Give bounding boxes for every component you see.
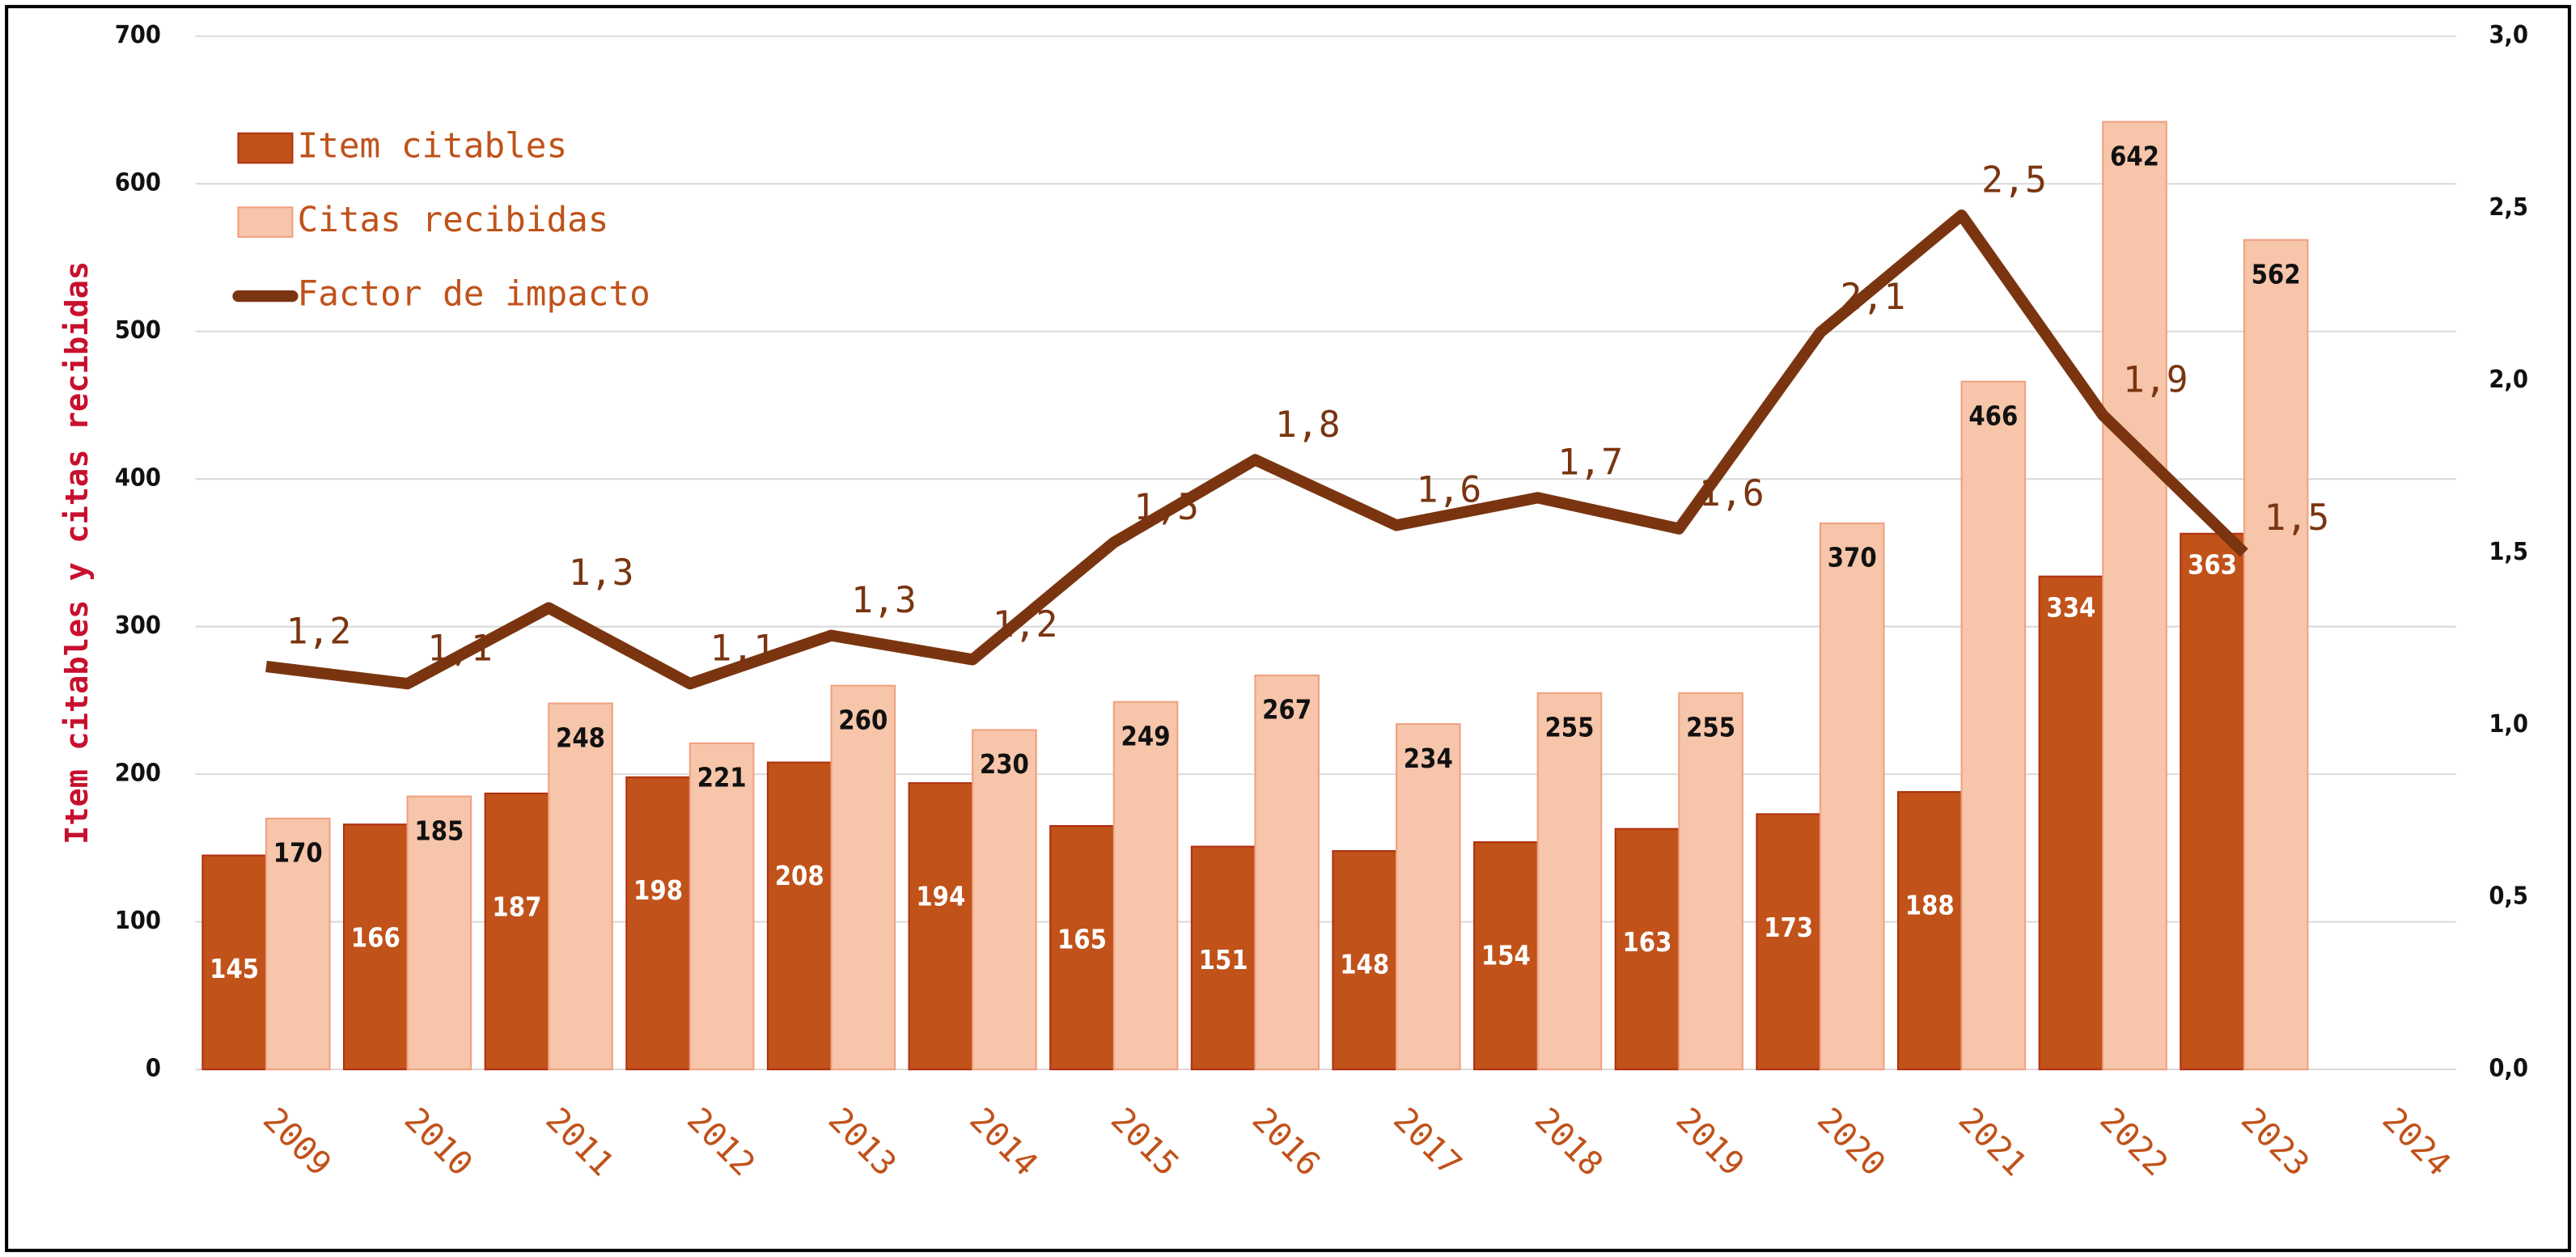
y-tick-label: 500 bbox=[115, 316, 161, 345]
bar-value-label: 230 bbox=[980, 749, 1029, 780]
bar-value-label: 642 bbox=[2110, 141, 2159, 171]
bar-value-label: 188 bbox=[1905, 890, 1955, 921]
bar bbox=[1896, 791, 1963, 1071]
bar bbox=[2243, 239, 2309, 1071]
line-value-label: 1,3 bbox=[851, 578, 917, 621]
bar-value-label: 267 bbox=[1262, 695, 1311, 726]
y-tick-label: 400 bbox=[115, 464, 161, 493]
bar-value-label: 187 bbox=[492, 891, 541, 922]
bar bbox=[2038, 575, 2104, 1071]
bar bbox=[830, 684, 896, 1071]
line bbox=[265, 210, 2248, 690]
bar bbox=[1332, 850, 1398, 1071]
legend-label: Factor de impacto bbox=[298, 274, 650, 315]
y-tick-label: 200 bbox=[115, 760, 161, 788]
bar-value-label: 334 bbox=[2046, 592, 2095, 623]
y-axis-label: Item citables y citas recibidas bbox=[59, 261, 95, 844]
bar-value-label: 248 bbox=[556, 722, 605, 753]
line-value-label: 1,5 bbox=[1133, 485, 1199, 528]
bar bbox=[1112, 700, 1179, 1071]
bar-value-label: 260 bbox=[838, 705, 888, 735]
line-value-label: 1,1 bbox=[710, 627, 775, 670]
bar bbox=[1396, 723, 1461, 1071]
bar bbox=[201, 854, 267, 1071]
bar bbox=[1614, 827, 1680, 1071]
bar bbox=[1536, 692, 1603, 1071]
line-value-label: 2,1 bbox=[1841, 275, 1906, 318]
bar-value-label: 234 bbox=[1404, 743, 1453, 774]
line-value-label: 1,1 bbox=[427, 627, 493, 670]
bar bbox=[2180, 532, 2245, 1071]
line-value-label: 1,7 bbox=[1557, 441, 1623, 484]
y2-tick-label: 2,5 bbox=[2489, 193, 2528, 222]
y2-tick-label: 1,5 bbox=[2489, 538, 2528, 566]
legend-label: Citas recibidas bbox=[298, 200, 609, 240]
bar bbox=[688, 742, 755, 1071]
bar-value-label: 145 bbox=[210, 954, 259, 984]
bar-value-label: 255 bbox=[1544, 713, 1594, 743]
y2-tick-label: 0,0 bbox=[2489, 1055, 2528, 1083]
bar-value-label: 370 bbox=[1828, 543, 1877, 573]
legend-label: Item citables bbox=[298, 126, 568, 167]
bar bbox=[1678, 692, 1743, 1071]
bar bbox=[484, 792, 550, 1071]
y-tick-label: 100 bbox=[115, 907, 161, 935]
legend-marker bbox=[237, 206, 294, 238]
bar bbox=[2102, 121, 2167, 1071]
bar-value-label: 170 bbox=[273, 838, 323, 869]
bar-value-label: 249 bbox=[1121, 721, 1171, 751]
bar-value-label: 255 bbox=[1686, 713, 1735, 743]
line-value-label: 1,8 bbox=[1275, 403, 1341, 446]
bar-value-label: 173 bbox=[1764, 912, 1813, 943]
bar bbox=[1819, 522, 1885, 1071]
bar-value-label: 363 bbox=[2188, 549, 2237, 580]
bar-value-label: 221 bbox=[697, 763, 747, 794]
bar bbox=[548, 702, 613, 1071]
bar-value-label: 185 bbox=[414, 815, 464, 846]
bar-value-label: 163 bbox=[1622, 927, 1671, 958]
bar-value-label: 165 bbox=[1057, 924, 1107, 954]
bar-value-label: 208 bbox=[775, 861, 824, 891]
y-tick-label: 0 bbox=[146, 1055, 161, 1083]
line-value-label: 1,2 bbox=[993, 603, 1058, 645]
bar bbox=[406, 795, 472, 1071]
line-value-label: 1,6 bbox=[1699, 472, 1765, 514]
bar-value-label: 151 bbox=[1199, 945, 1248, 976]
line-value-label: 1,9 bbox=[2123, 358, 2188, 400]
bar bbox=[625, 776, 691, 1071]
bar bbox=[265, 817, 331, 1071]
y-tick-label: 600 bbox=[115, 169, 161, 197]
bar-value-label: 194 bbox=[916, 881, 965, 912]
line-value-label: 1,2 bbox=[286, 609, 352, 652]
bar bbox=[1960, 380, 2027, 1071]
bar-value-label: 166 bbox=[351, 923, 400, 954]
bar bbox=[1756, 813, 1821, 1071]
bar-value-label: 148 bbox=[1340, 949, 1389, 980]
y2-tick-label: 3,0 bbox=[2489, 21, 2528, 49]
bar bbox=[1473, 841, 1539, 1071]
legend-marker bbox=[237, 132, 294, 164]
bar bbox=[1254, 674, 1320, 1071]
bar-value-label: 466 bbox=[1968, 400, 2018, 431]
y-tick-label: 700 bbox=[115, 21, 161, 49]
y-tick-label: 300 bbox=[115, 612, 161, 640]
bar bbox=[908, 782, 974, 1071]
line-value-label: 1,6 bbox=[1417, 468, 1482, 511]
bar bbox=[766, 761, 833, 1071]
y2-tick-label: 2,0 bbox=[2489, 366, 2528, 394]
y2-tick-label: 0,5 bbox=[2489, 882, 2528, 911]
line-value-label: 1,3 bbox=[569, 551, 634, 594]
bar bbox=[972, 729, 1037, 1071]
bar-value-label: 154 bbox=[1481, 940, 1531, 971]
bar-value-label: 198 bbox=[633, 875, 683, 906]
bar-value-label: 562 bbox=[2252, 259, 2301, 290]
line-value-label: 2,5 bbox=[1981, 158, 2047, 201]
line-value-label: 1,5 bbox=[2264, 496, 2329, 539]
y2-tick-label: 1,0 bbox=[2489, 710, 2528, 739]
